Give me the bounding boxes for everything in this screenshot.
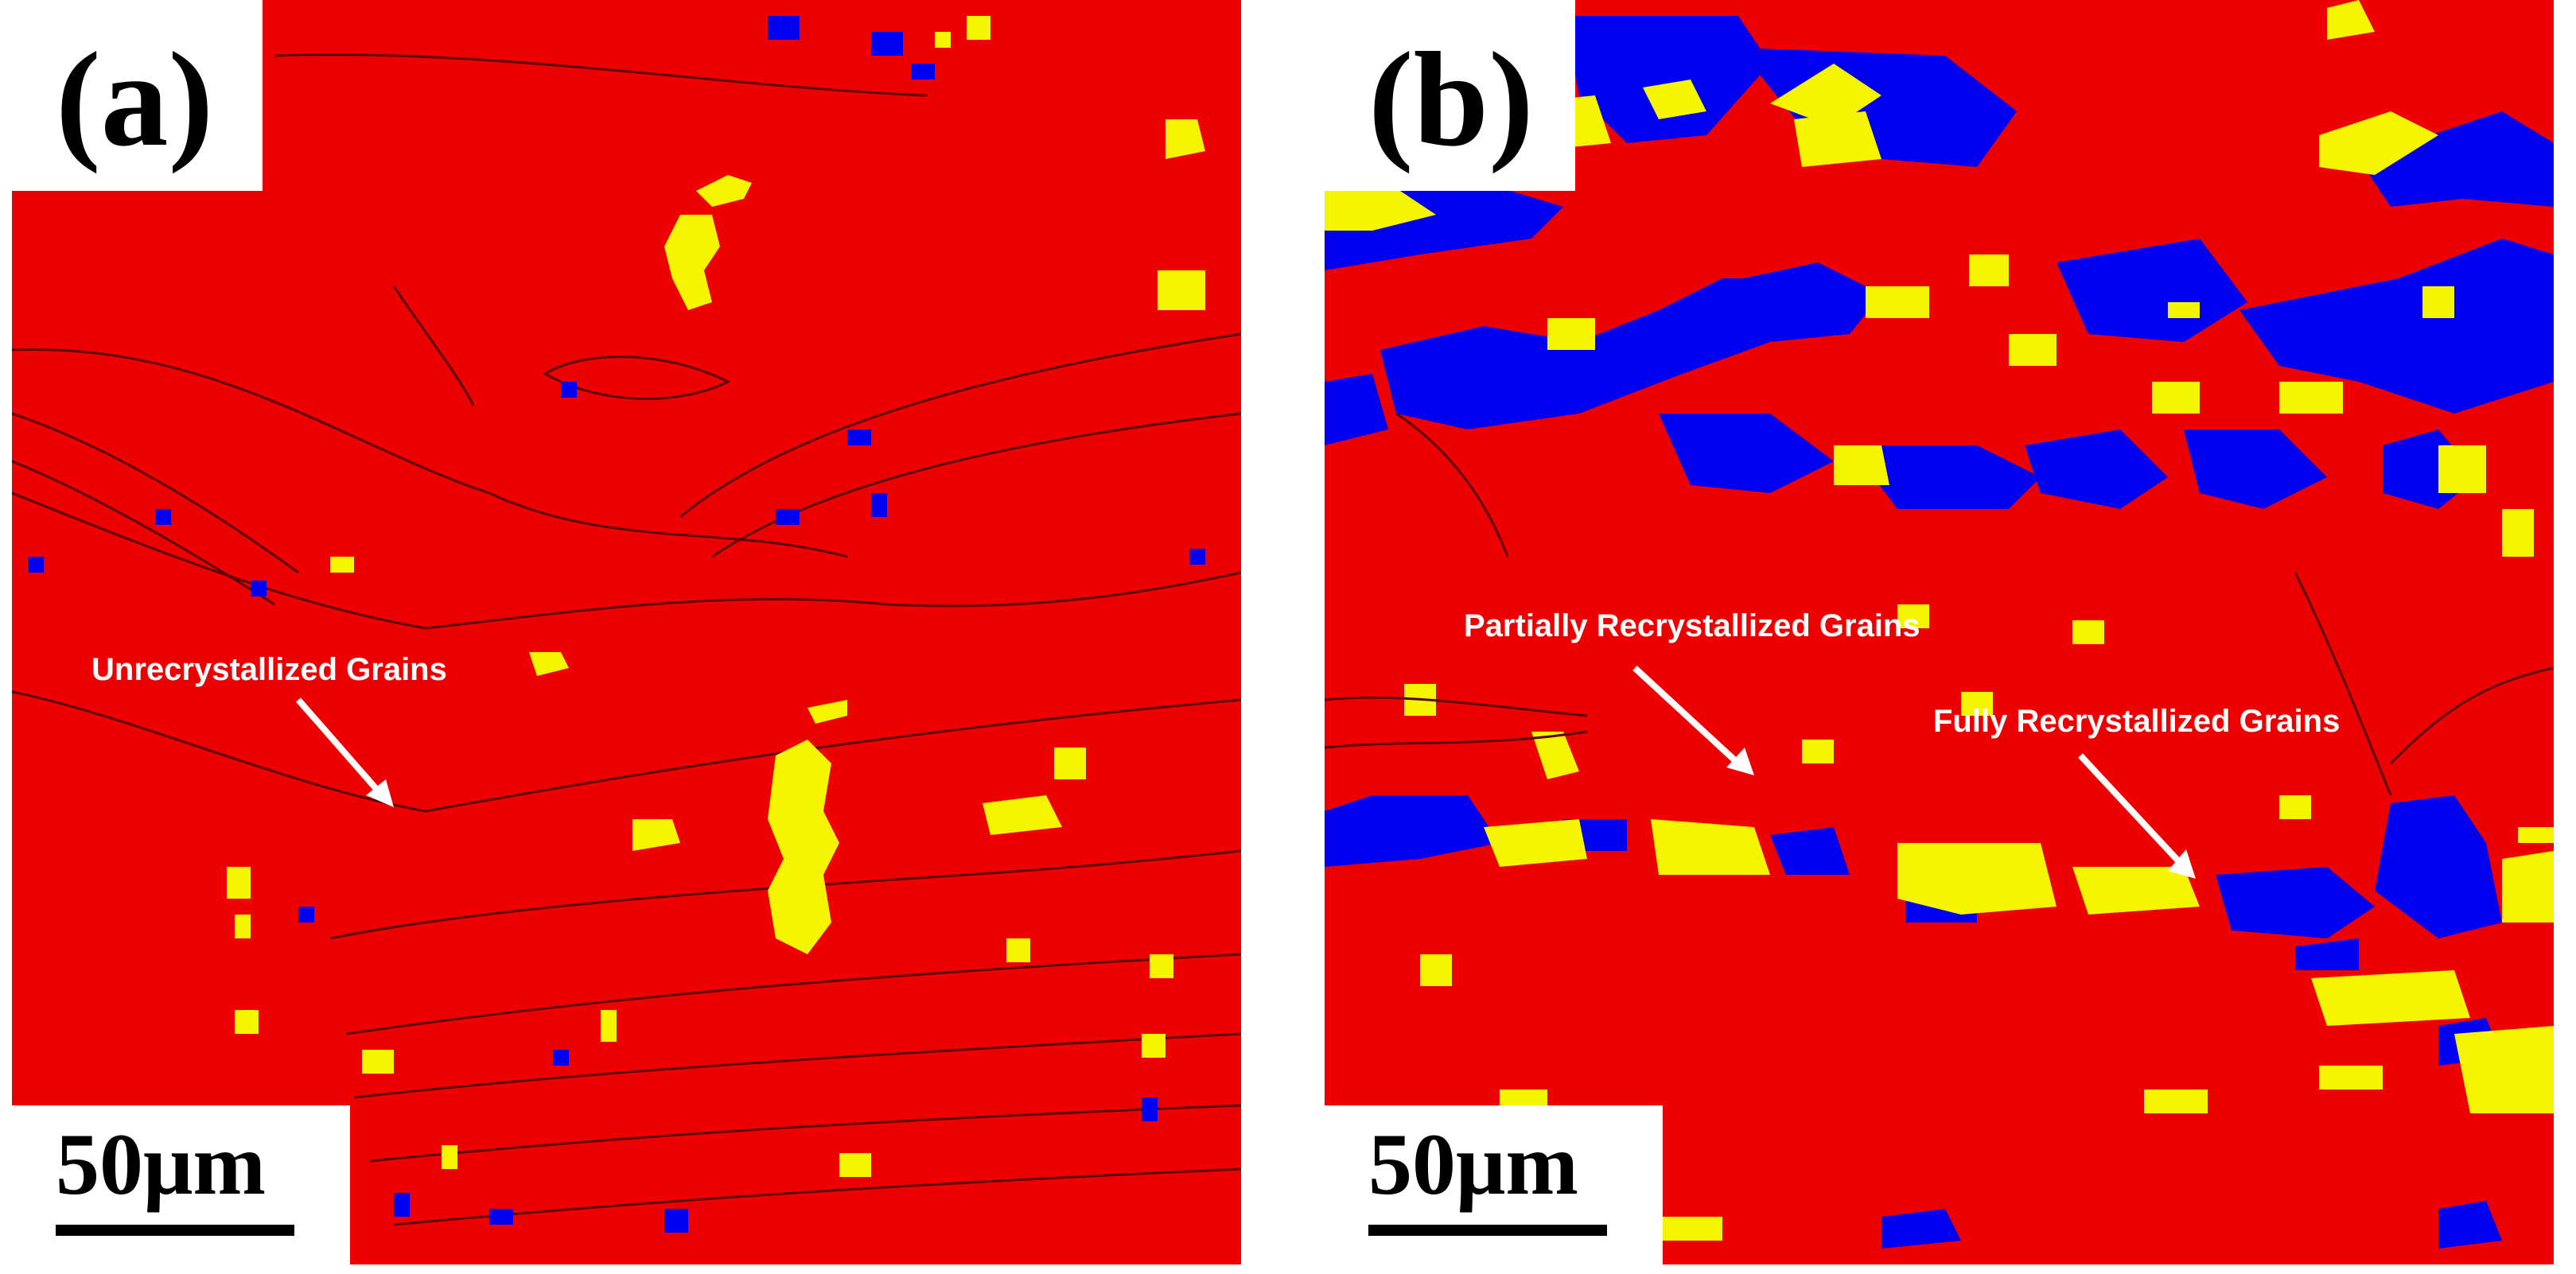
annotation-fully-recrystallized: Fully Recrystallized Grains <box>1933 704 2341 739</box>
scale-bar <box>1368 1225 1607 1236</box>
scale-bar-box: 50μm <box>1325 1105 1663 1264</box>
substructured-grains <box>227 16 1205 1177</box>
label-box <box>12 0 263 191</box>
scale-bar-label: 50μm <box>1368 1116 1578 1213</box>
ebsd-panel-b: Partially Recrystallized Grains Fully Re… <box>1325 0 2554 1264</box>
panel-label-b: (b) <box>1368 25 1534 174</box>
arrow-icon <box>295 697 394 807</box>
annotation-partially-recrystallized: Partially Recrystallized Grains <box>1464 608 1920 643</box>
annotation-unrecrystallized: Unrecrystallized Grains <box>91 652 447 687</box>
recrystallized-grains <box>1325 16 2554 1249</box>
scale-bar-box: 50μm <box>12 1105 350 1264</box>
deformed-matrix <box>12 0 1241 1264</box>
ebsd-map-a <box>12 0 1241 1264</box>
ebsd-panel-a: Unrecrystallized Grains (a) 50μm <box>12 0 1241 1264</box>
ebsd-map-b <box>1325 0 2554 1264</box>
arrow-icon <box>2078 753 2196 879</box>
arrow-icon <box>1632 666 1754 775</box>
label-box <box>1325 0 1575 191</box>
scale-bar <box>56 1225 294 1236</box>
grain-boundaries <box>1325 412 2554 796</box>
recrystallized-grains <box>28 16 1205 1233</box>
panel-label-a: (a) <box>56 25 214 174</box>
scale-bar-label: 50μm <box>56 1116 266 1213</box>
